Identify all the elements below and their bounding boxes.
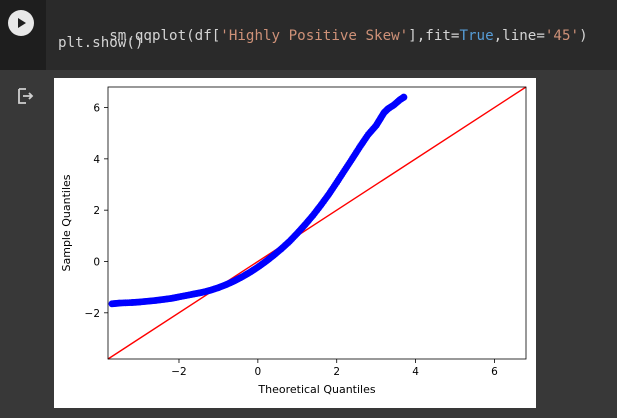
data-point — [400, 93, 408, 101]
y-tick-label: 0 — [93, 256, 100, 268]
x-tick-label: 0 — [255, 366, 262, 378]
code-token-string: 'Highly Positive Skew' — [220, 28, 409, 44]
y-tick-label: 6 — [93, 103, 100, 115]
reference-line-45 — [107, 86, 527, 360]
code-token-string: '45' — [544, 28, 580, 44]
x-tick-label: −2 — [171, 366, 186, 378]
y-tick-label: 2 — [93, 205, 100, 217]
play-icon — [18, 18, 26, 28]
code-token: ,line= — [493, 28, 545, 44]
x-tick-label: 2 — [333, 366, 340, 378]
y-tick-label: 4 — [93, 154, 100, 166]
x-tick-label: 6 — [491, 366, 498, 378]
output-redirect-icon[interactable] — [15, 86, 35, 106]
code-editor[interactable]: sm.qqplot(df['Highly Positive Skew'],fit… — [46, 0, 617, 70]
plot-image: −2 0 2 4 6 −2 0 2 4 6 Theoretical Quantiles Sampl… — [54, 78, 536, 408]
y-axis-label: Sample Quantiles — [60, 174, 73, 271]
run-cell-button[interactable] — [8, 10, 34, 36]
axes-frame — [107, 86, 527, 360]
code-token: ],fit= — [408, 28, 460, 44]
x-axis-label: Theoretical Quantiles — [257, 383, 375, 396]
code-cell: sm.qqplot(df['Highly Positive Skew'],fit… — [0, 0, 617, 70]
code-token: sm.qqplot(df[ — [109, 28, 221, 44]
qq-plot-chart: −2 0 2 4 6 −2 0 2 4 6 Theoretical Quantiles Sampl… — [60, 86, 527, 396]
code-line-1: sm.qqplot(df['Highly Positive Skew'],fit… — [58, 12, 588, 60]
code-token: ) — [579, 28, 588, 44]
code-token-keyword: True — [459, 28, 494, 44]
x-tick-label: 4 — [412, 366, 419, 378]
y-tick-label: −2 — [85, 308, 100, 320]
code-line-2: plt.show() — [58, 35, 144, 51]
